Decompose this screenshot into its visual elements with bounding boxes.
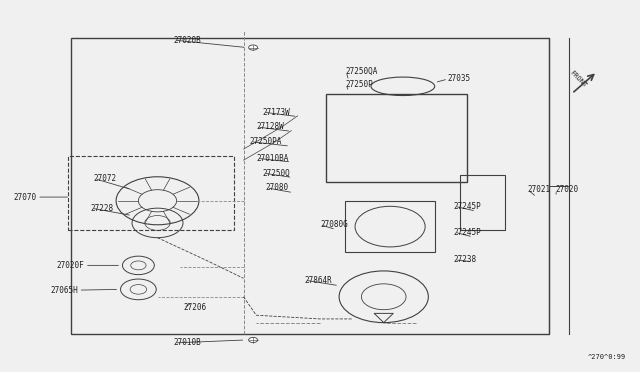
Text: 27080: 27080 bbox=[266, 183, 289, 192]
Text: ^270^0:99: ^270^0:99 bbox=[588, 353, 626, 359]
Text: 27245P: 27245P bbox=[454, 202, 481, 211]
Text: 27250QA: 27250QA bbox=[346, 67, 378, 76]
Text: FRONT: FRONT bbox=[568, 69, 588, 89]
Text: 27010BA: 27010BA bbox=[256, 154, 289, 163]
Bar bbox=[68, 157, 234, 230]
Text: 27250PA: 27250PA bbox=[250, 137, 282, 146]
Bar bbox=[346, 201, 435, 253]
Text: 27035: 27035 bbox=[447, 74, 470, 83]
Text: 27238: 27238 bbox=[454, 255, 477, 264]
Text: 27206: 27206 bbox=[183, 303, 206, 312]
Text: 27020B: 27020B bbox=[173, 36, 201, 45]
Text: 27250P: 27250P bbox=[346, 80, 373, 89]
Text: 27173W: 27173W bbox=[262, 108, 291, 117]
Text: 27250Q: 27250Q bbox=[262, 169, 291, 177]
Text: 27228: 27228 bbox=[91, 203, 114, 213]
Text: 27021: 27021 bbox=[527, 185, 550, 194]
Circle shape bbox=[248, 337, 257, 343]
Text: 27020F: 27020F bbox=[56, 261, 84, 270]
Text: 27245P: 27245P bbox=[454, 228, 481, 237]
Text: 27072: 27072 bbox=[94, 174, 117, 183]
Text: 27864R: 27864R bbox=[304, 276, 332, 285]
Text: 27070: 27070 bbox=[13, 193, 36, 202]
Bar bbox=[460, 175, 505, 230]
Text: 27020: 27020 bbox=[556, 185, 579, 194]
Text: 27080G: 27080G bbox=[320, 220, 348, 229]
Bar bbox=[72, 38, 549, 334]
Text: 27010B: 27010B bbox=[173, 339, 201, 347]
Text: 27128W: 27128W bbox=[256, 122, 284, 131]
Text: 27065H: 27065H bbox=[50, 286, 78, 295]
Circle shape bbox=[248, 45, 257, 50]
